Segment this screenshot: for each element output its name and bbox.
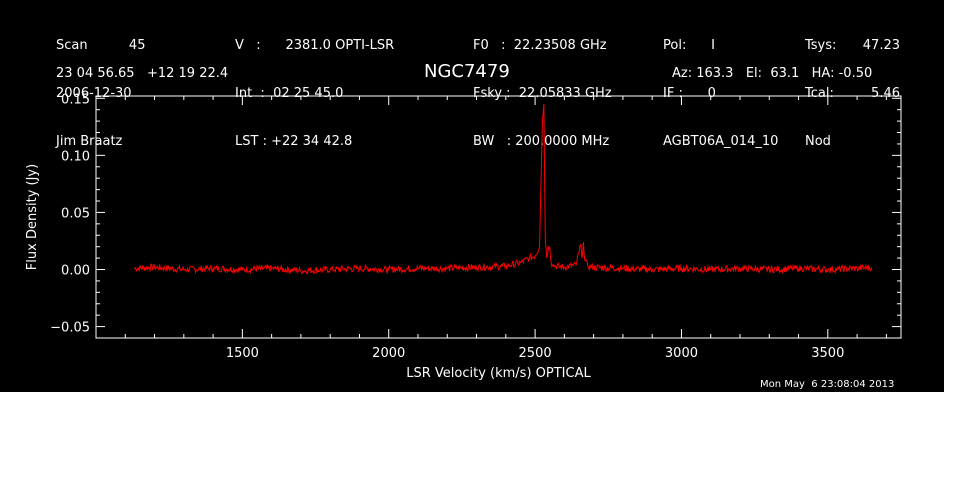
y-tick-label: 0.00 [61, 264, 90, 279]
x-tick-label: 2000 [372, 346, 405, 361]
x-tick-label: 3500 [811, 346, 844, 361]
y-tick-label: 0.10 [61, 149, 90, 164]
velocity-line: V : 2381.0 OPTI-LSR [235, 38, 395, 53]
header-frequency-block: F0 : 22.23508 GHz Fsky : 22.05833 GHz BW… [473, 6, 612, 182]
fsky-line: Fsky : 22.05833 GHz [473, 86, 612, 101]
y-tick-label: 0.05 [61, 206, 90, 221]
project-line: AGBT06A_014_10 [663, 134, 779, 149]
integration-line: Int : 02 25 45.0 [235, 86, 344, 101]
f0-line: F0 : 22.23508 GHz [473, 38, 607, 53]
date-line: 2006-12-30 [56, 86, 132, 101]
header-pol-block: Pol: I IF : 0 AGBT06A_014_10 [663, 6, 778, 182]
lst-line: LST : +22 34 42.8 [235, 134, 353, 149]
scan-line: Scan 45 [56, 38, 146, 53]
x-tick-label: 3000 [665, 346, 698, 361]
axes [95, 95, 902, 339]
plot-panel: Scan 45 2006-12-30 Jim Braatz V : 2381.0… [0, 0, 944, 392]
timestamp: Mon May 6 23:08:04 2013 [760, 379, 895, 390]
x-axis-label: LSR Velocity (km/s) OPTICAL [406, 366, 591, 381]
plot-frame [95, 95, 902, 339]
tsys-label: Tsys: [805, 38, 837, 53]
procedure-line: Nod [805, 134, 831, 149]
observer-line: Jim Braatz [56, 134, 123, 149]
y-axis-label: Flux Density (Jy) [25, 164, 40, 270]
pol-line: Pol: I [663, 38, 715, 53]
if-line: IF : 0 [663, 86, 716, 101]
labels: 1500 2000 2500 3000 3500 −0.05 0.00 0.05 0.10 0.1… [25, 92, 844, 381]
y-tick-label: −0.05 [50, 321, 90, 336]
tcal-label: Tcal: [805, 86, 834, 101]
header-scan-block: Scan 45 2006-12-30 Jim Braatz [56, 6, 145, 182]
header-velocity-block: V : 2381.0 OPTI-LSR Int : 02 25 45.0 LST… [235, 6, 394, 182]
bandwidth-line: BW : 200.0000 MHz [473, 134, 610, 149]
spectrum-line [134, 103, 873, 275]
y-tick-label: 0.15 [61, 92, 90, 107]
source-title: NGC7479 [424, 61, 510, 82]
pointing-info: Az: 163.3 El: 63.1 HA: -0.50 [672, 66, 873, 81]
spectrum-chart: 1500 2000 2500 3000 3500 −0.05 0.00 0.05 0.10 0.1… [25, 92, 902, 381]
tcal-value: 5.46 [871, 86, 900, 101]
x-tick-label: 2500 [519, 346, 552, 361]
header-tsys-values: 47.23 5.46 [850, 6, 900, 134]
header-tsys-labels: Tsys: Tcal: Nod [805, 6, 836, 182]
series-layer [134, 103, 873, 275]
tsys-value: 47.23 [862, 38, 900, 53]
coordinates: 23 04 56.65 +12 19 22.4 [56, 66, 229, 81]
x-tick-label: 1500 [226, 346, 259, 361]
